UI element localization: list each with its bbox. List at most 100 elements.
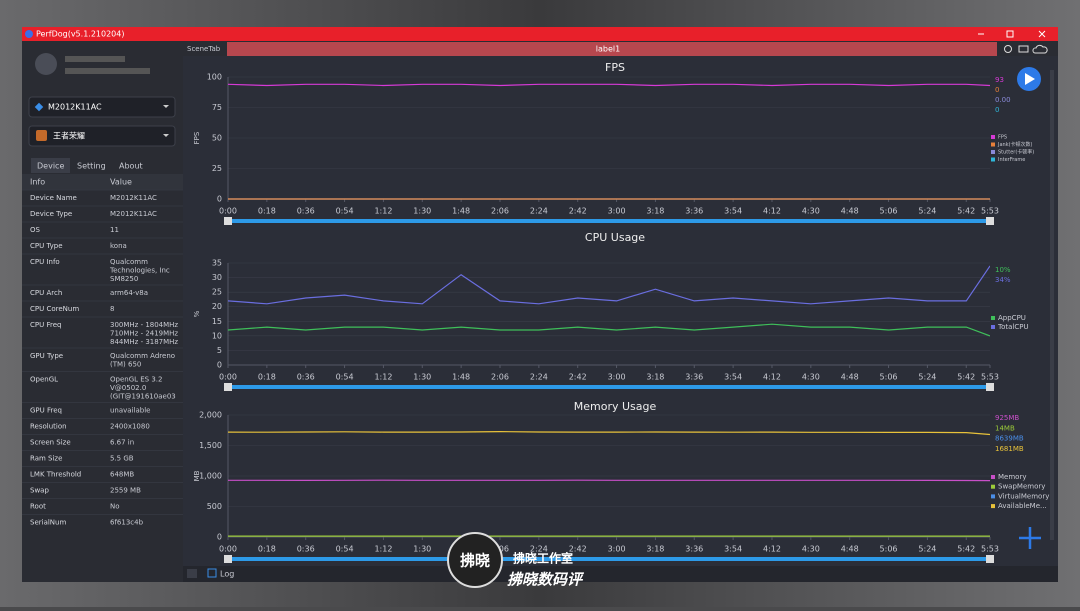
row-value: (GIT@191610ae03	[110, 393, 176, 401]
tab[interactable]: About	[119, 162, 143, 171]
row-label: CPU Info	[30, 258, 60, 266]
row-label: Device Name	[30, 194, 77, 202]
row-label: Swap	[30, 487, 49, 495]
app-select[interactable]	[29, 126, 175, 146]
range-slider[interactable]	[228, 219, 990, 223]
x-tick-label: 3:36	[685, 207, 703, 216]
x-tick-label: 0:36	[297, 545, 315, 554]
row-value: OpenGL ES 3.2	[110, 376, 162, 384]
current-value: 1681MB	[995, 445, 1024, 453]
legend-label: Jank(卡顿次数)	[997, 141, 1033, 148]
y-tick-label: 1,500	[199, 441, 222, 450]
column-header: Info	[30, 178, 45, 187]
y-tick-label: 2,000	[199, 411, 222, 420]
x-tick-label: 2:06	[491, 373, 509, 382]
row-label: OS	[30, 226, 41, 234]
slider-handle[interactable]	[986, 555, 994, 563]
x-tick-label: 4:12	[763, 373, 781, 382]
y-axis-label: FPS	[193, 131, 201, 144]
x-tick-label: 1:12	[374, 373, 392, 382]
watermark-brand: 拂晓数码评	[507, 571, 585, 589]
x-tick-label: 1:48	[452, 207, 470, 216]
app-icon	[36, 130, 47, 141]
legend-label: VirtualMemory	[998, 492, 1049, 500]
x-tick-label: 0:18	[258, 545, 276, 554]
chart-title: FPS	[605, 61, 625, 74]
current-value: 10%	[995, 266, 1011, 274]
x-tick-label: 0:36	[297, 207, 315, 216]
blurred-user	[65, 68, 150, 74]
range-slider[interactable]	[228, 557, 990, 561]
slider-handle[interactable]	[224, 383, 232, 391]
tab[interactable]: Device	[37, 162, 64, 171]
row-value: Qualcomm Adreno	[110, 352, 175, 360]
row-value: 2559 MB	[110, 487, 141, 495]
x-tick-label: 0:00	[219, 207, 237, 216]
x-tick-label: 3:54	[724, 373, 742, 382]
x-tick-label: 3:18	[646, 373, 664, 382]
y-tick-label: 0	[217, 533, 222, 542]
slider-handle[interactable]	[986, 383, 994, 391]
x-tick-label: 4:48	[841, 207, 859, 216]
x-tick-label: 3:36	[685, 373, 703, 382]
legend-label: Stutter(卡顿率)	[998, 149, 1034, 156]
log-toggle[interactable]	[187, 569, 197, 578]
row-value: No	[110, 503, 120, 511]
x-tick-label: 3:18	[646, 207, 664, 216]
row-value: M2012K11AC	[110, 210, 157, 218]
table-header	[22, 174, 183, 190]
x-tick-label: 1:12	[374, 207, 392, 216]
legend-swatch	[991, 158, 995, 162]
row-value: V@0502.0	[110, 384, 146, 392]
x-tick-label: 2:24	[530, 207, 548, 216]
app-name: 王者荣耀	[53, 131, 85, 141]
row-value: 6f613c4b	[110, 519, 144, 527]
slider-handle[interactable]	[986, 217, 994, 225]
scene-tab[interactable]: SceneTab	[187, 45, 221, 53]
chart-title: Memory Usage	[574, 400, 657, 413]
tab[interactable]: Setting	[77, 162, 106, 171]
app-icon	[25, 30, 33, 38]
row-label: Resolution	[30, 423, 67, 431]
row-value: 11	[110, 226, 119, 234]
window-title: PerfDog(v5.1.210204)	[36, 30, 124, 39]
legend-swatch	[991, 316, 995, 320]
current-value: 93	[995, 76, 1004, 84]
current-value: 925MB	[995, 414, 1019, 422]
x-tick-label: 2:06	[491, 207, 509, 216]
chart-title: CPU Usage	[585, 231, 645, 244]
x-tick-label: 5:42	[957, 545, 975, 554]
slider-handle[interactable]	[224, 217, 232, 225]
slider-handle[interactable]	[224, 555, 232, 563]
y-tick-label: 5	[217, 346, 222, 355]
current-value: 34%	[995, 276, 1011, 284]
x-tick-label: 3:36	[685, 545, 703, 554]
x-tick-label: 5:06	[880, 373, 898, 382]
legend-swatch	[991, 494, 995, 498]
blurred-user	[65, 56, 125, 62]
label-tab-text: label1	[596, 45, 620, 54]
x-tick-label: 1:30	[413, 373, 431, 382]
row-value: kona	[110, 242, 127, 250]
device-name: M2012K11AC	[48, 103, 102, 112]
y-tick-label: 30	[212, 273, 222, 282]
x-tick-label: 4:48	[841, 545, 859, 554]
y-tick-label: 500	[207, 502, 222, 511]
x-tick-label: 1:12	[374, 545, 392, 554]
y-axis-label: %	[193, 310, 201, 317]
row-label: OpenGL	[30, 376, 58, 384]
legend-swatch	[991, 150, 995, 154]
x-tick-label: 4:30	[802, 373, 820, 382]
y-tick-label: 0	[217, 195, 222, 204]
legend-swatch	[991, 485, 995, 489]
scrollbar[interactable]	[1050, 70, 1054, 540]
x-tick-label: 3:00	[608, 373, 626, 382]
row-value: Qualcomm	[110, 258, 148, 266]
row-value: unavailable	[110, 407, 150, 415]
y-tick-label: 15	[212, 317, 222, 326]
current-value: 14MB	[995, 424, 1015, 432]
x-tick-label: 5:06	[880, 207, 898, 216]
range-slider[interactable]	[228, 385, 990, 389]
row-value: SM8250	[110, 275, 138, 283]
